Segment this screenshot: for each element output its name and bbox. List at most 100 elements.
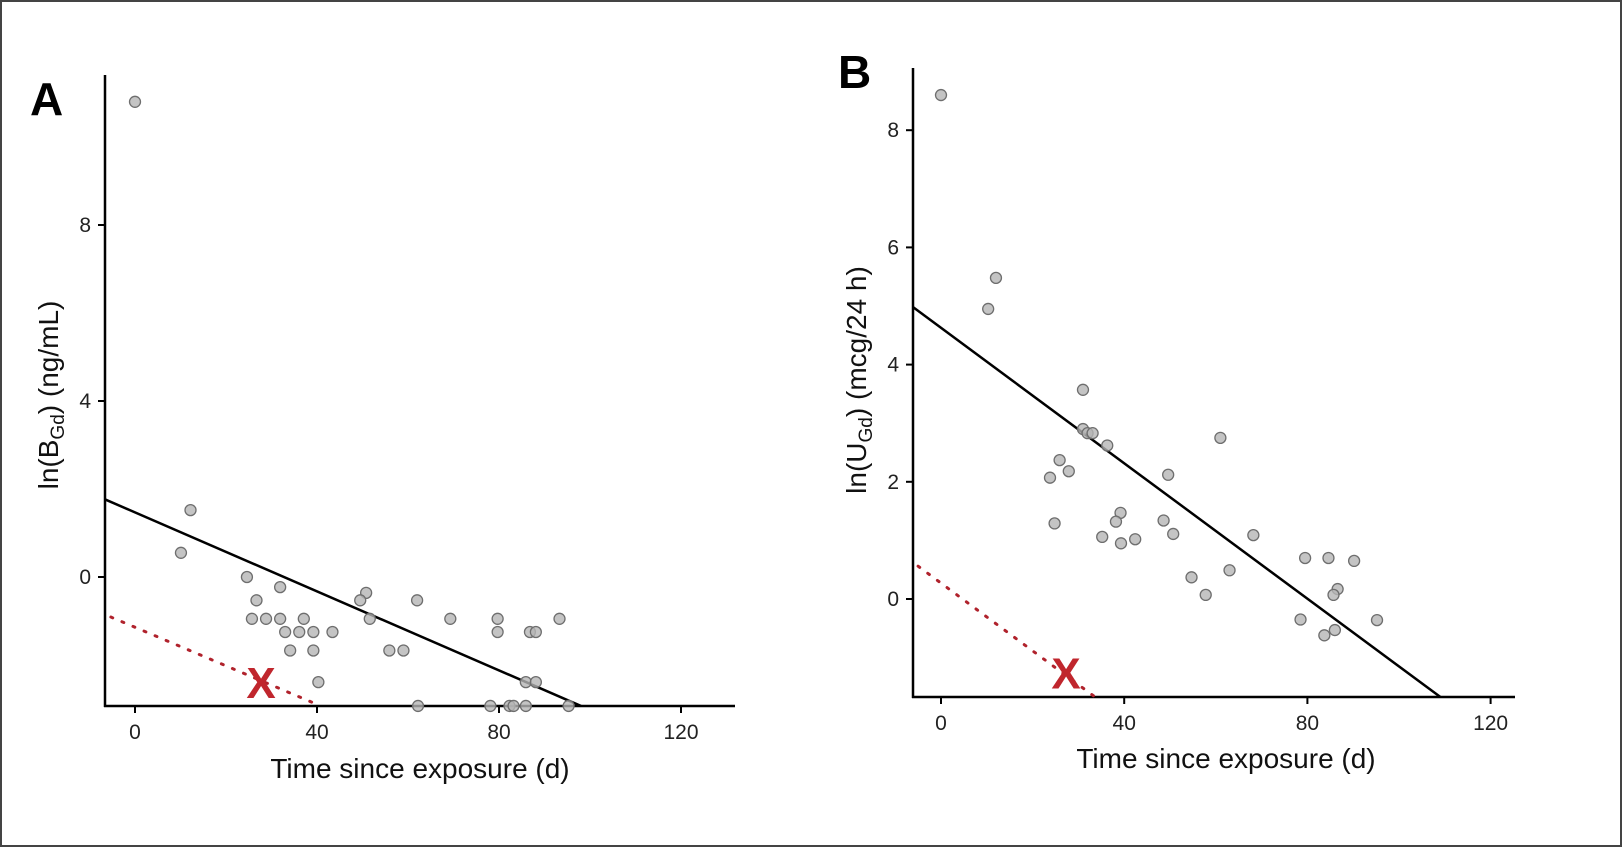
data-point: [312, 676, 325, 689]
panel-b-y-axis-label: ln(UGd) (mcg/24 h): [841, 266, 877, 494]
y-tick-label: 4: [887, 354, 899, 377]
y-tick-label: 8: [79, 214, 91, 237]
y-label-sub: Gd: [48, 414, 69, 439]
y-tick-label: 0: [887, 588, 899, 611]
data-point: [297, 612, 310, 625]
data-point: [326, 625, 339, 639]
data-point: [293, 625, 306, 639]
data-point: [184, 503, 197, 517]
data-point: [410, 594, 424, 607]
data-point: [411, 699, 425, 713]
x-tick-label: 0: [129, 721, 141, 744]
y-label-prefix: ln(: [841, 462, 872, 494]
data-point: [1347, 554, 1361, 568]
data-point: [1247, 528, 1260, 542]
y-label-sub: Gd: [856, 417, 877, 442]
y-label-suffix: ) (mcg/24 h): [841, 266, 872, 417]
data-point: [1096, 530, 1109, 544]
y-label-suffix: ) (ng/mL): [33, 301, 64, 415]
panel-a-x-marker: X: [246, 659, 275, 708]
data-point: [507, 699, 520, 713]
data-point: [1167, 527, 1180, 541]
data-point: [383, 644, 396, 657]
y-label-main: U: [841, 442, 872, 462]
data-point: [1062, 465, 1075, 478]
data-point: [363, 612, 376, 625]
data-point: [1076, 383, 1090, 396]
data-point: [444, 612, 457, 625]
data-point: [1294, 613, 1307, 626]
y-tick-label: 2: [887, 471, 899, 494]
data-point: [1199, 588, 1212, 602]
panel-b-fit-line: [912, 306, 1441, 698]
panel-b-threshold-line: [916, 564, 1097, 699]
data-point: [1162, 468, 1175, 481]
data-point: [250, 594, 263, 607]
x-tick-label: 120: [663, 721, 698, 744]
data-point: [1328, 623, 1342, 637]
data-point: [1370, 613, 1384, 627]
data-point: [174, 546, 188, 559]
panel-a-threshold-line: [109, 615, 323, 708]
data-point: [307, 644, 320, 657]
data-point: [1298, 551, 1312, 565]
data-point: [1109, 515, 1123, 528]
data-point: [1223, 564, 1236, 577]
x-tick-label: 80: [487, 721, 510, 744]
data-point: [128, 95, 142, 108]
data-point: [1185, 571, 1198, 584]
data-point: [278, 625, 292, 639]
data-point: [491, 625, 504, 639]
data-point: [553, 612, 566, 625]
panel-a-fit-line: [104, 498, 582, 708]
data-point: [529, 676, 543, 689]
data-point: [1157, 514, 1170, 527]
x-tick-label: 0: [935, 712, 947, 735]
panel-a-label: A: [30, 73, 63, 125]
data-point: [1322, 551, 1335, 565]
data-point: [982, 302, 995, 316]
data-point: [354, 594, 367, 607]
data-point: [1214, 431, 1227, 445]
panel-b-label: B: [838, 46, 871, 98]
data-point: [1327, 588, 1340, 602]
data-point: [1114, 537, 1128, 550]
data-point: [273, 580, 287, 594]
panel-a-y-axis-label: ln(BGd) (ng/mL): [33, 301, 69, 490]
data-point: [519, 676, 532, 689]
y-label-prefix: ln(: [33, 458, 64, 490]
data-point: [273, 612, 287, 625]
data-point: [1101, 439, 1114, 452]
data-point: [934, 88, 948, 102]
y-tick-label: 6: [887, 236, 899, 259]
data-point: [1318, 629, 1331, 642]
panel-a-x-axis-label: Time since exposure (d): [270, 753, 569, 784]
data-point: [397, 644, 410, 657]
data-point: [1048, 517, 1061, 530]
x-tick-label: 40: [1113, 712, 1136, 735]
panel-a: A Time since exposure (d) ln(BGd) (ng/mL…: [30, 73, 735, 784]
data-point: [284, 644, 297, 657]
y-tick-label: 4: [79, 390, 91, 413]
x-tick-label: 40: [305, 721, 328, 744]
data-point: [1086, 427, 1099, 440]
y-tick-label: 0: [79, 566, 91, 589]
data-point: [1129, 533, 1142, 546]
data-point: [519, 699, 532, 713]
x-tick-label: 80: [1296, 712, 1319, 735]
y-label-main: B: [33, 440, 64, 459]
panel-b-x-marker: X: [1051, 649, 1080, 698]
data-point: [529, 625, 543, 639]
data-point: [491, 612, 504, 625]
panel-b-x-axis-label: Time since exposure (d): [1076, 743, 1375, 774]
data-point: [484, 699, 497, 713]
panel-b: B Time since exposure (d) ln(UGd) (mcg/2…: [838, 46, 1515, 774]
data-point: [1043, 471, 1057, 484]
data-point: [240, 570, 254, 584]
data-point: [307, 625, 320, 639]
x-tick-label: 120: [1473, 712, 1508, 735]
data-point: [1053, 453, 1066, 467]
